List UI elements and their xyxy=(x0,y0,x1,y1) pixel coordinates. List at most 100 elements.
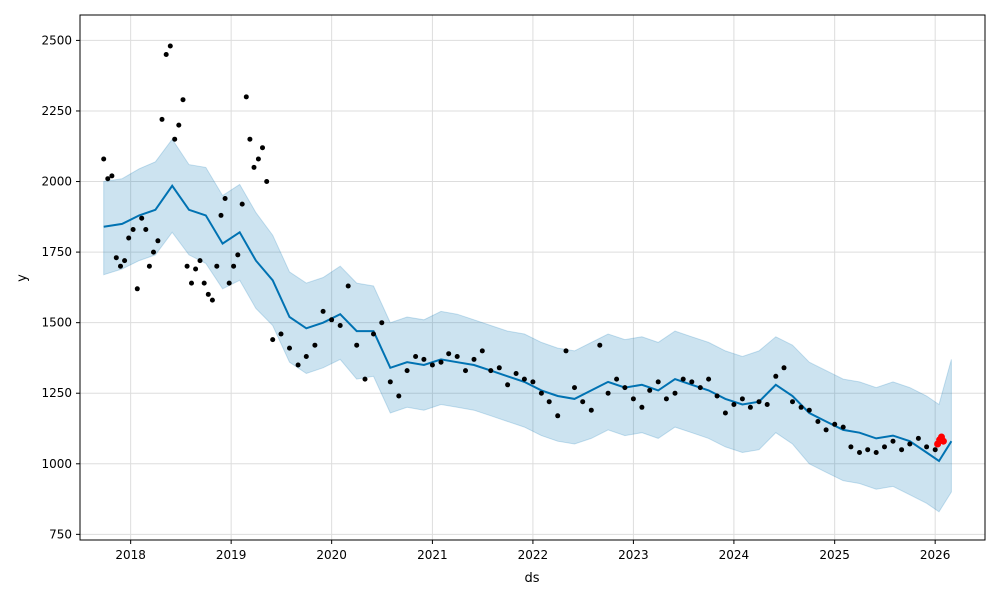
observed-point xyxy=(218,212,224,218)
observed-point xyxy=(546,399,552,405)
observed-point xyxy=(122,258,128,264)
y-tick-label: 2250 xyxy=(41,104,72,118)
y-tick-label: 2000 xyxy=(41,175,72,189)
observed-point xyxy=(823,427,829,433)
observed-point xyxy=(731,402,737,407)
y-tick-label: 1750 xyxy=(41,245,72,259)
observed-point xyxy=(446,351,452,357)
observed-point xyxy=(840,424,846,430)
observed-point xyxy=(865,447,871,453)
x-tick-label: 2023 xyxy=(618,548,649,562)
observed-point xyxy=(163,52,169,57)
observed-point xyxy=(159,116,165,122)
observed-point xyxy=(312,342,318,348)
observed-point xyxy=(496,365,502,371)
observed-point xyxy=(899,447,905,453)
observed-point xyxy=(139,215,145,221)
observed-point xyxy=(197,258,203,264)
observed-point xyxy=(655,379,661,385)
observed-point xyxy=(663,396,669,402)
observed-point xyxy=(167,43,173,49)
y-tick-label: 1000 xyxy=(41,457,72,471)
highlight-point xyxy=(939,437,947,445)
observed-point xyxy=(243,94,249,100)
observed-point xyxy=(362,376,368,382)
observed-point xyxy=(739,396,745,402)
observed-point xyxy=(580,399,586,405)
observed-point xyxy=(756,399,762,405)
grid-lines xyxy=(80,15,985,540)
observed-point xyxy=(264,179,270,184)
observed-point xyxy=(622,385,628,391)
observed-point xyxy=(222,196,228,201)
observed-point xyxy=(345,283,351,289)
observed-point xyxy=(151,249,156,255)
observed-point xyxy=(907,441,913,447)
observed-point xyxy=(932,447,938,453)
observed-point xyxy=(387,379,393,385)
observed-point xyxy=(247,136,253,142)
observed-point xyxy=(134,286,140,292)
observed-point xyxy=(101,156,107,162)
y-axis-title: y xyxy=(15,274,30,282)
observed-point xyxy=(130,227,136,232)
x-axis-ticks: 2018 2019 2020 2021 2022 2023 2024 2025 2026 xyxy=(115,540,950,562)
observed-point xyxy=(251,164,257,170)
observed-point xyxy=(209,297,215,303)
observed-point xyxy=(118,263,123,269)
observed-point xyxy=(205,291,211,297)
observed-point xyxy=(287,345,292,351)
observed-point xyxy=(303,354,309,359)
observed-point xyxy=(126,235,132,241)
observed-point xyxy=(329,317,335,323)
observed-point xyxy=(235,252,241,258)
observed-point xyxy=(260,145,265,151)
observed-point xyxy=(521,376,527,382)
observed-point xyxy=(714,393,720,399)
observed-point xyxy=(647,387,653,393)
x-tick-label: 2024 xyxy=(719,548,750,562)
x-tick-label: 2026 xyxy=(920,548,951,562)
observed-point xyxy=(747,404,753,410)
observed-point xyxy=(270,337,276,343)
observed-point xyxy=(201,280,207,286)
observed-point xyxy=(176,122,182,128)
observed-point xyxy=(630,396,636,402)
observed-point xyxy=(697,385,703,391)
observed-point xyxy=(773,373,779,379)
observed-point xyxy=(488,368,494,374)
x-axis-title: ds xyxy=(524,571,539,586)
x-tick-label: 2019 xyxy=(216,548,247,562)
observed-point xyxy=(193,266,199,272)
observed-point xyxy=(231,263,237,269)
observed-point xyxy=(722,410,728,416)
observed-point xyxy=(873,450,879,455)
uncertainty-band xyxy=(103,138,952,513)
uncertainty-band-area xyxy=(103,138,952,513)
observed-point xyxy=(146,263,152,269)
observed-point xyxy=(605,390,611,396)
observed-point xyxy=(337,323,343,328)
forecast-line xyxy=(103,184,953,463)
observed-point xyxy=(563,348,569,354)
observed-point xyxy=(463,368,468,374)
observed-point xyxy=(278,331,284,337)
observed-point xyxy=(689,379,695,385)
observed-point xyxy=(672,390,678,396)
observed-point xyxy=(105,176,111,182)
observed-point xyxy=(413,354,419,359)
observed-point xyxy=(404,368,410,374)
observed-point xyxy=(354,342,360,348)
observed-point xyxy=(924,444,930,450)
observed-point xyxy=(890,438,896,444)
observed-point xyxy=(189,280,194,286)
x-tick-label: 2025 xyxy=(819,548,850,562)
observed-point xyxy=(454,354,460,359)
observed-point xyxy=(597,342,603,348)
observed-point xyxy=(614,376,620,382)
observed-point xyxy=(555,413,561,419)
x-tick-label: 2022 xyxy=(518,548,549,562)
highlight-points-group xyxy=(934,433,947,448)
observed-point xyxy=(184,263,190,269)
